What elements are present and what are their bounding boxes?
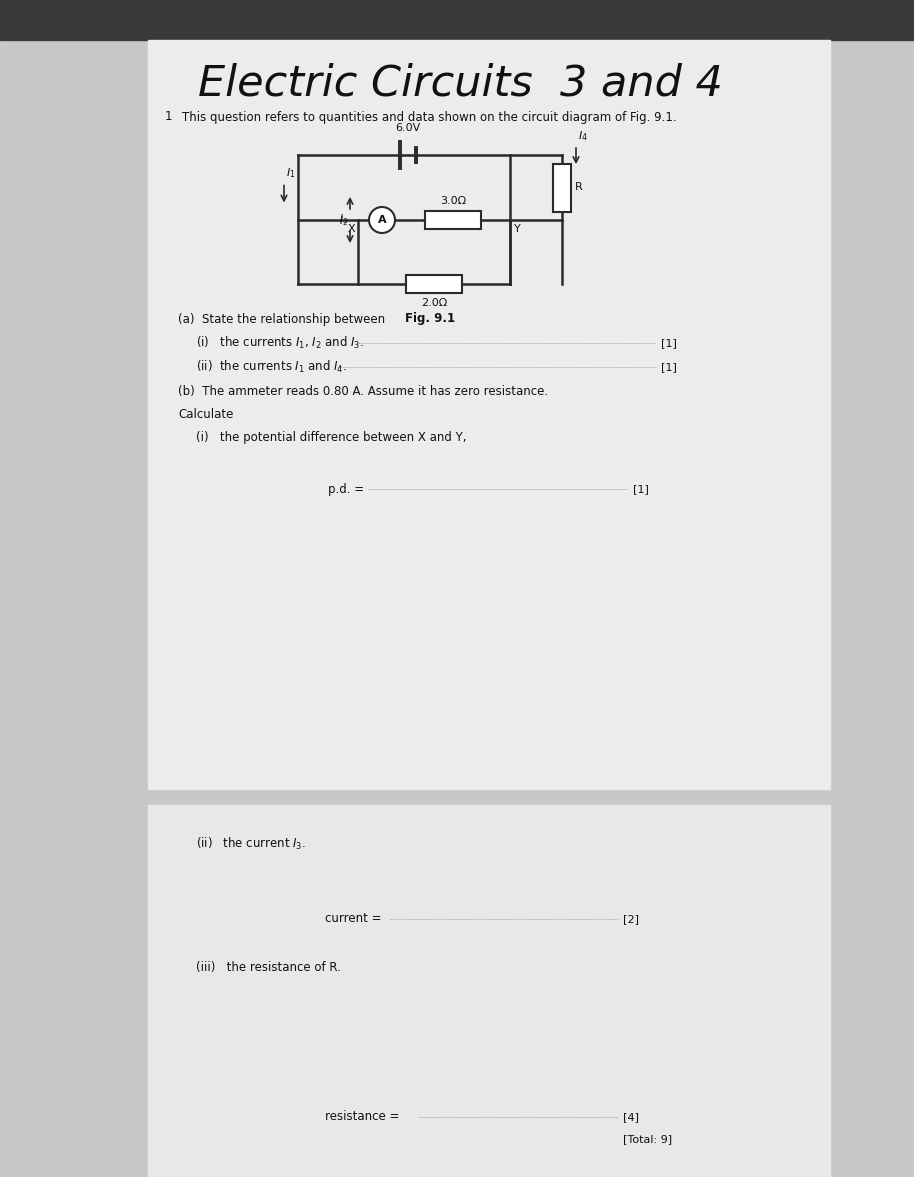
Text: (iii)   the resistance of R.: (iii) the resistance of R. (196, 960, 341, 973)
Text: $I_2$: $I_2$ (339, 214, 348, 228)
Text: (i)   the currents $I_1$, $I_2$ and $I_3$.: (i) the currents $I_1$, $I_2$ and $I_3$. (196, 335, 364, 351)
Text: $I_4$: $I_4$ (578, 129, 588, 142)
Bar (553, 164, 571, 212)
Text: A: A (377, 215, 387, 225)
Text: X: X (347, 224, 355, 234)
Text: $I_3$: $I_3$ (339, 212, 348, 226)
Text: (ii)  the currents $I_1$ and $I_4$.: (ii) the currents $I_1$ and $I_4$. (196, 359, 347, 375)
Text: 6.0V: 6.0V (396, 124, 420, 133)
Text: (ii)   the current $I_3$.: (ii) the current $I_3$. (196, 836, 306, 852)
Text: resistance =: resistance = (325, 1111, 399, 1124)
Bar (406, 275, 462, 293)
Text: Electric Circuits  3 and 4: Electric Circuits 3 and 4 (197, 64, 722, 105)
Text: 2.0Ω: 2.0Ω (420, 298, 447, 308)
Circle shape (369, 207, 395, 233)
Text: $I_1$: $I_1$ (286, 166, 295, 180)
Text: (a)  State the relationship between: (a) State the relationship between (178, 313, 385, 326)
Text: [1]: [1] (661, 338, 677, 348)
Bar (425, 211, 481, 230)
Text: [2]: [2] (623, 915, 639, 924)
Text: [Total: 9]: [Total: 9] (623, 1133, 672, 1144)
Text: Calculate: Calculate (178, 408, 233, 421)
Text: R: R (575, 182, 583, 193)
Bar (0, 0, 914, 40)
Bar (148, 40, 830, 789)
Text: Fig. 9.1: Fig. 9.1 (405, 312, 455, 325)
Bar (148, 805, 830, 1177)
Text: [1]: [1] (661, 363, 677, 372)
Text: current =: current = (325, 912, 381, 925)
Text: [4]: [4] (623, 1112, 639, 1122)
Text: 3.0Ω: 3.0Ω (440, 197, 466, 206)
Text: Y: Y (514, 224, 521, 234)
Text: p.d. =: p.d. = (328, 483, 364, 496)
Text: [1]: [1] (633, 484, 649, 494)
Text: (i)   the potential difference between X and Y,: (i) the potential difference between X a… (196, 431, 466, 444)
Text: (b)  The ammeter reads 0.80 A. Assume it has zero resistance.: (b) The ammeter reads 0.80 A. Assume it … (178, 386, 548, 399)
Text: 1: 1 (165, 111, 173, 124)
Text: This question refers to quantities and data shown on the circuit diagram of Fig.: This question refers to quantities and d… (182, 111, 676, 124)
